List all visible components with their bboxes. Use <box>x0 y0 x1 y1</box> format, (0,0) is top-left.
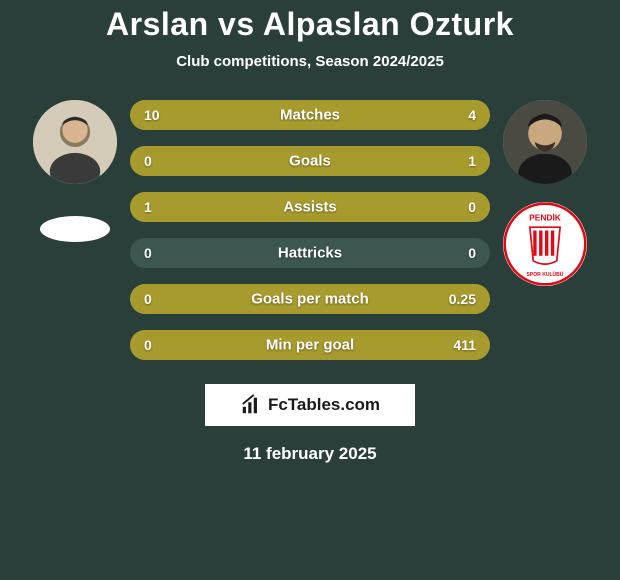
stat-value-right: 1 <box>468 153 476 169</box>
player-right-avatar <box>503 100 587 184</box>
date-text: 11 february 2025 <box>243 444 376 464</box>
page-title: Arslan vs Alpaslan Ozturk <box>106 6 514 43</box>
badge-text: FcTables.com <box>268 395 380 415</box>
stat-value-left: 0 <box>144 245 152 261</box>
stat-value-left: 0 <box>144 153 152 169</box>
comparison-card: Arslan vs Alpaslan Ozturk Club competiti… <box>0 0 620 580</box>
svg-text:SPOR KULÜBÜ: SPOR KULÜBÜ <box>527 271 564 278</box>
stat-row: 1 0 Assists <box>130 192 490 222</box>
stat-value-right: 0 <box>468 199 476 215</box>
avatar-placeholder-icon <box>33 100 117 184</box>
subtitle: Club competitions, Season 2024/2025 <box>176 53 444 70</box>
stat-label: Matches <box>280 107 340 124</box>
svg-text:PENDİK: PENDİK <box>529 212 561 222</box>
stat-label: Goals per match <box>251 291 369 308</box>
stat-value-right: 0.25 <box>449 291 476 307</box>
stat-value-left: 10 <box>144 107 160 123</box>
stat-row: 0 0 Hattricks <box>130 238 490 268</box>
player-right-column: PENDİK SPOR KULÜBÜ <box>490 100 600 286</box>
stat-label: Goals <box>289 153 331 170</box>
pendik-logo-icon: PENDİK SPOR KULÜBÜ <box>503 202 587 286</box>
stat-value-right: 411 <box>453 337 476 353</box>
team-left-logo <box>40 216 110 242</box>
stat-value-right: 4 <box>468 107 476 123</box>
team-right-logo: PENDİK SPOR KULÜBÜ <box>503 202 587 286</box>
stats-area: 104Matches01Goals10Assists00Hattricks00.… <box>0 100 620 360</box>
stat-bars: 104Matches01Goals10Assists00Hattricks00.… <box>130 100 490 360</box>
fctables-badge[interactable]: FcTables.com <box>205 384 415 426</box>
player-left-avatar <box>33 100 117 184</box>
stat-label: Min per goal <box>266 337 354 354</box>
stat-row: 0 0.25 Goals per match <box>130 284 490 314</box>
stat-label: Hattricks <box>278 245 342 262</box>
stat-row: 10 4 Matches <box>130 100 490 130</box>
stat-row: 0 1 Goals <box>130 146 490 176</box>
stat-row: 0 411 Min per goal <box>130 330 490 360</box>
avatar-placeholder-icon <box>503 100 587 184</box>
stat-value-left: 0 <box>144 291 152 307</box>
stat-value-left: 0 <box>144 337 152 353</box>
chart-icon <box>240 394 262 416</box>
stat-label: Assists <box>283 199 336 216</box>
bar-fill-left <box>130 100 386 130</box>
player-left-column <box>20 100 130 242</box>
stat-value-right: 0 <box>468 245 476 261</box>
stat-value-left: 1 <box>144 199 152 215</box>
